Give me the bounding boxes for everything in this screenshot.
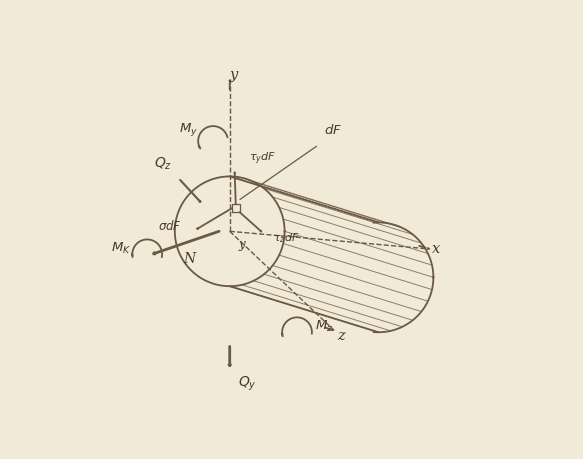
Text: $M_z$: $M_z$ xyxy=(315,318,333,333)
Text: N: N xyxy=(183,251,195,265)
Text: z: z xyxy=(337,328,345,342)
Text: $\tau_y dF$: $\tau_y dF$ xyxy=(249,151,276,167)
Text: $\tau_z dF$: $\tau_z dF$ xyxy=(273,231,300,245)
Text: x: x xyxy=(432,241,440,255)
Text: $M_y$: $M_y$ xyxy=(179,121,198,138)
Text: $dF$: $dF$ xyxy=(324,123,342,137)
Text: $Q_y$: $Q_y$ xyxy=(237,374,257,392)
Text: $Q_z$: $Q_z$ xyxy=(154,155,173,172)
Text: y: y xyxy=(230,67,238,82)
Text: y: y xyxy=(239,238,245,251)
Text: $\sigma dF$: $\sigma dF$ xyxy=(158,218,182,232)
Text: $M_K$: $M_K$ xyxy=(111,240,132,255)
